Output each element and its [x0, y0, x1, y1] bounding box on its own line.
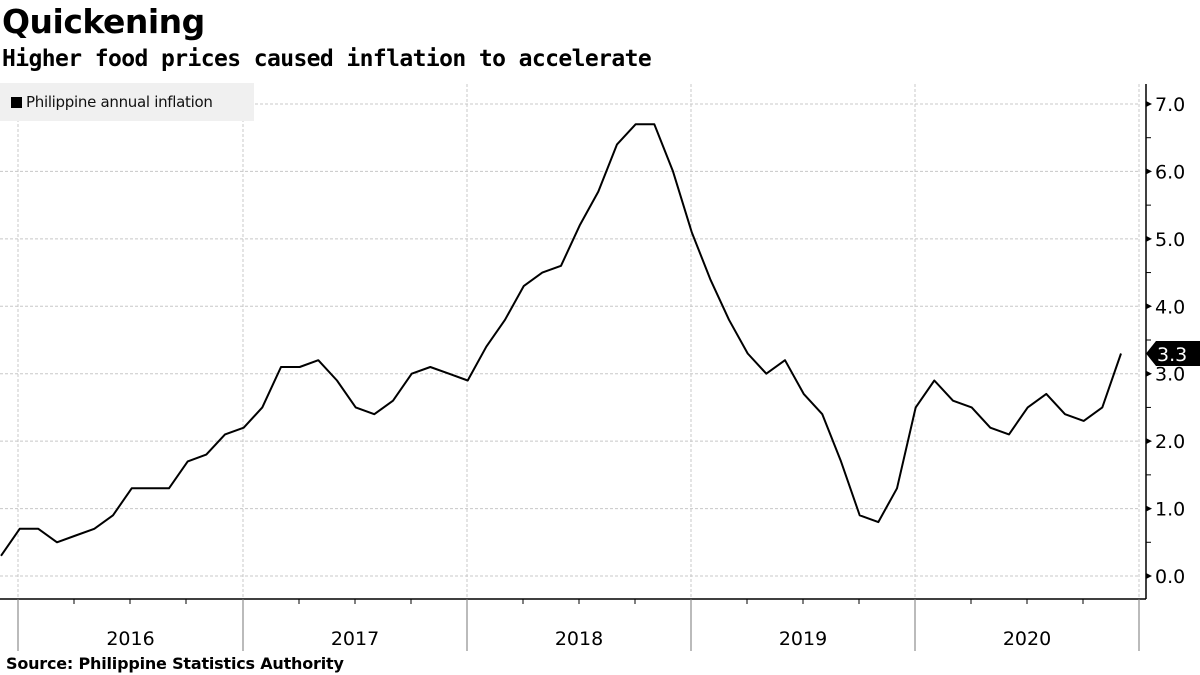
y-tick-label: 5.0: [1155, 229, 1185, 251]
y-axis: 0.0 1.0 2.0 3.0 4.0 5.0 6.0 7.0: [1145, 84, 1185, 599]
y-tick-marker-icon: [1146, 438, 1152, 445]
y-tick-label: 3.0: [1155, 364, 1185, 386]
y-tick-marker-icon: [1146, 370, 1152, 377]
legend: Philippine annual inflation: [0, 83, 254, 121]
x-tick-label: 2017: [331, 628, 379, 650]
y-tick-label: 1.0: [1155, 499, 1185, 521]
last-value-tag: 3.3: [1146, 341, 1200, 366]
chart-subtitle: Higher food prices caused inflation to a…: [2, 46, 652, 72]
y-tick-label: 4.0: [1155, 296, 1185, 318]
y-tick-marker-icon: [1146, 303, 1152, 310]
y-tick-label: 6.0: [1155, 161, 1185, 183]
chart-title: Quickening: [2, 2, 205, 41]
x-tick-label: 2018: [555, 628, 603, 650]
legend-swatch-icon: [11, 96, 22, 108]
y-tick-label: 0.0: [1155, 566, 1185, 588]
y-tick-label: 7.0: [1155, 94, 1185, 116]
y-tick-marker-icon: [1146, 168, 1152, 175]
horizontal-gridlines: [0, 103, 1140, 577]
y-tick-marker-icon: [1146, 235, 1152, 242]
y-tick-label: 2.0: [1155, 431, 1185, 453]
legend-label: Philippine annual inflation: [26, 93, 213, 111]
y-tick-marker-icon: [1146, 505, 1152, 512]
x-tick-label: 2019: [779, 628, 827, 650]
vertical-gridlines: [17, 84, 1140, 599]
y-tick-marker-icon: [1146, 100, 1152, 107]
series-line-inflation: [0, 123, 1122, 557]
source-note: Source: Philippine Statistics Authority: [6, 654, 344, 673]
y-tick-marker-icon: [1146, 573, 1152, 579]
last-value-text: 3.3: [1157, 344, 1187, 366]
x-axis: 2016 2017 2018 2019 2020: [0, 598, 1146, 651]
x-tick-label: 2020: [1003, 628, 1051, 650]
x-tick-label: 2016: [106, 628, 154, 650]
